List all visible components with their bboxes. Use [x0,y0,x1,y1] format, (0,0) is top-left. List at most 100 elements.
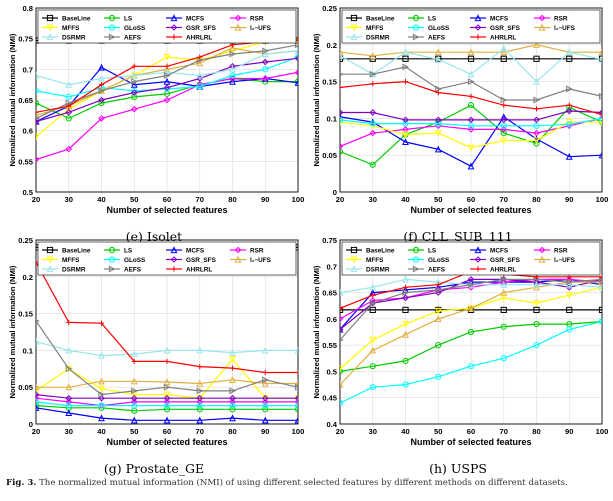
series-rsr-point [467,126,475,133]
series-gsr-sfs [340,107,602,124]
series-ls-line [36,405,298,412]
x-tick-label: 30 [65,195,73,204]
series-rsr [340,115,602,150]
series-aefs-point [131,78,138,86]
legend-item-mcfs: MCFS [166,14,205,23]
series-l1-ufs-point [261,379,269,387]
legend-item-baseline-marker [350,14,358,22]
legend-item-baseline: BaseLine [346,246,395,255]
legend-item-gloss: GLoSS [408,24,450,32]
legend-item-baseline-marker [350,246,358,254]
series-dsrmr-point [565,48,573,56]
series-l1-ufs-point [467,304,475,312]
x-tick-label: 20 [336,195,344,204]
series-dsrmr-point [533,77,540,85]
legend-item-mffs: MFFS [42,24,80,32]
legend-item-aefs-marker [412,33,420,41]
series-dsrmr-point [261,50,269,58]
y-tick-label: 0.15 [18,310,34,319]
series-dsrmr-point [98,351,105,359]
series-aefs-point [435,286,442,294]
legend-item-gsr-sfs-marker [474,24,482,31]
legend-item-baseline-label: BaseLine [62,16,91,23]
legend-item-ahrlrl: AHRLRL [470,34,516,42]
series-ahrlrl-point [98,320,105,326]
series-mcfs-point [130,80,138,88]
series-ls-point [131,93,138,101]
series-mffs-point [402,131,409,139]
x-tick-label: 90 [261,427,269,436]
series-mffs-line [36,41,298,138]
subcaption-usps: (h) USPS [429,461,487,476]
legend: BaseLine LS MCFS RSR MFFS GLoSS GSR_SFS l₁−UFS D… [341,9,601,44]
series-dsrmr-point [598,283,602,291]
x-tick-label: 60 [163,427,171,436]
series-mffs-point [65,365,73,373]
series-gloss-point [65,402,72,409]
legend-item-ls-marker [412,14,420,22]
x-tick-label: 60 [467,427,475,436]
series-dsrmr-point [130,350,138,358]
series-baseline-point [467,55,475,62]
series-dsrmr [36,47,298,88]
x-tick-label: 70 [196,427,204,436]
legend-item-l1-ufs-label: l₁−UFS [250,257,272,264]
series-mffs-point [36,133,40,141]
series-mffs-point [369,336,377,344]
series-l1-ufs-point [163,378,171,386]
legend-item-gloss-label: GLoSS [124,25,146,32]
x-tick-label: 70 [196,195,204,204]
series-dsrmr-point [467,70,475,78]
legend-item-gsr-sfs: GSR_SFS [166,24,217,32]
legend-item-gsr-sfs-marker [474,256,482,263]
series-gsr-sfs-point [340,326,344,333]
y-tick-label: 0 [333,188,337,197]
chart-cll-sub-111: 0 0.05 0.1 0.15 0.2 0.25 20 30 40 50 60 70 80 90 100 Nu… [312,4,608,215]
legend-item-aefs: AEFS [104,33,142,42]
series-gloss-point [533,342,540,349]
series-ls-point [36,99,40,107]
series-mcfs-point [467,162,475,170]
series-ahrlrl-point [197,54,203,60]
series-dsrmr-line [36,341,298,357]
chart-usps: 0.4 0.45 0.5 0.55 0.6 0.65 0.7 0.75 20 30 40 50 60 70… [312,236,609,447]
legend-item-mffs-label: MFFS [62,257,80,264]
series-gloss-point [131,87,138,94]
series-rsr-point [294,398,298,406]
y-tick-label: 0.1 [22,346,33,355]
series-baseline-point [533,306,540,314]
series-dsrmr-point [65,346,73,354]
x-tick-label: 30 [369,427,377,436]
x-tick-label: 50 [434,195,442,204]
legend-item-aefs: AEFS [408,265,446,274]
chart-isolet: 0.5 0.55 0.6 0.65 0.7 0.75 0.8 20 30 40 50 60 70 80 90… [8,4,304,215]
series-mcfs-point [196,416,204,424]
y-tick-label: 0.7 [22,65,33,74]
x-tick-label: 100 [596,427,609,436]
legend-item-mcfs: MCFS [470,14,509,23]
series-mffs-point [467,144,475,152]
series-gloss-point [369,120,376,127]
legend-item-gsr-sfs-label: GSR_SFS [186,25,217,32]
series-ls-point [294,406,298,413]
x-tick-label: 40 [97,427,105,436]
series-aefs-point [467,281,475,289]
legend-item-aefs-label: AEFS [428,35,446,42]
series-mcfs-point [533,135,540,143]
series-gsr-sfs-point [434,116,442,124]
series-rsr-line [36,397,298,407]
legend-item-aefs: AEFS [104,265,142,274]
series-rsr-point [500,126,508,133]
series-l1-ufs-point [65,383,73,391]
series-aefs-point [369,299,377,307]
legend-item-mffs: MFFS [346,256,384,264]
legend-item-gloss-label: GLoSS [428,257,450,264]
series-l1-ufs-point [402,330,409,338]
y-tick-label: 0.4 [326,420,337,429]
series-gloss-point [566,121,573,128]
series-l1-ufs-point [229,376,236,383]
series-gsr-sfs-point [130,394,138,402]
series-l1-ufs-point [294,379,298,387]
series-dsrmr-line [340,47,602,83]
legend-item-l1-ufs-marker [234,23,242,31]
